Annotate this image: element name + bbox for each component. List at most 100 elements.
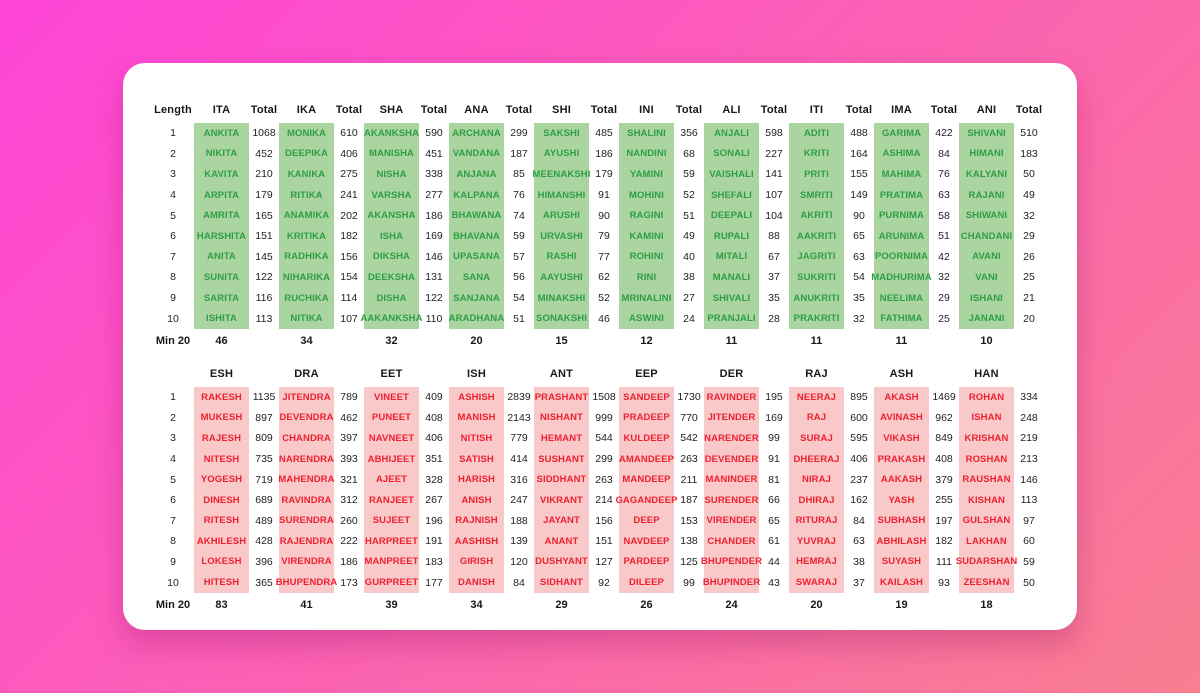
total-cell: 2143	[507, 411, 531, 424]
total-cell: 114	[340, 292, 358, 305]
total-cell: 58	[938, 209, 950, 222]
total-cell: 334	[1020, 391, 1038, 404]
total-cell: 131	[425, 271, 443, 284]
name-cell: ANANT	[534, 531, 589, 552]
total-cell: 255	[935, 494, 953, 507]
name-cell: RINI	[619, 267, 674, 288]
total-cell: 195	[765, 391, 783, 404]
total-cell: 63	[938, 189, 950, 202]
total-cell: 214	[595, 494, 613, 507]
row-number: 9	[170, 555, 176, 568]
total-cell: 91	[768, 453, 780, 466]
name-cell: ROSHAN	[959, 448, 1014, 470]
name-cell: PRITI	[789, 164, 844, 185]
total-cell: 44	[768, 555, 780, 568]
row-number: 3	[170, 432, 176, 445]
total-cell: 610	[340, 127, 358, 140]
min-20-value: 83	[215, 598, 228, 611]
name-cell: AVANI	[959, 246, 1014, 268]
total-cell: 65	[853, 230, 865, 243]
total-cell: 88	[768, 230, 780, 243]
total-cell: 76	[938, 168, 950, 181]
name-cell: GARIMA	[874, 123, 929, 144]
total-cell: 321	[340, 473, 358, 486]
name-cell: VIRENDER	[704, 510, 759, 532]
total-cell: 485	[595, 127, 613, 140]
min-20-value: 18	[980, 598, 993, 611]
name-cell: NITESH	[194, 448, 249, 470]
name-cell: MRINALINI	[619, 287, 674, 309]
column-header-suffix: EET	[380, 367, 403, 380]
name-cell: AAKASH	[874, 469, 929, 490]
name-cell: KALPANA	[449, 184, 504, 206]
name-cell: KAILASH	[874, 572, 929, 593]
name-cell: KRISHAN	[959, 428, 1014, 449]
total-cell: 1068	[252, 127, 276, 140]
total-cell: 21	[1023, 292, 1035, 305]
total-cell: 51	[683, 209, 695, 222]
name-cell: DHEERAJ	[789, 448, 844, 470]
total-cell: 29	[1023, 230, 1035, 243]
column-header-total: Total	[590, 104, 618, 116]
name-cell: LOKESH	[194, 551, 249, 573]
name-cell: NIKITA	[194, 143, 249, 165]
column-header-total: Total	[760, 104, 788, 116]
column-header-suffix: ITI	[809, 104, 824, 116]
column-header-suffix: ITA	[212, 104, 231, 116]
name-cell: MONIKA	[279, 123, 334, 144]
total-cell: 59	[513, 230, 525, 243]
row-number: 5	[170, 209, 176, 222]
total-cell: 213	[1020, 453, 1038, 466]
name-cell: KISHAN	[959, 489, 1014, 511]
total-cell: 46	[598, 312, 610, 325]
name-cell: MINAKSHI	[534, 287, 589, 309]
total-cell: 104	[765, 209, 783, 222]
name-cell: ARPITA	[194, 184, 249, 206]
name-cell: AAYUSHI	[534, 267, 589, 288]
name-cell: AASHISH	[449, 531, 504, 552]
min-20-value: 12	[640, 334, 653, 347]
column-header-suffix: EEP	[635, 367, 658, 380]
total-cell: 156	[595, 514, 613, 527]
min-20-value: 20	[810, 598, 823, 611]
total-cell: 63	[853, 535, 865, 548]
name-cell: SUDARSHAN	[956, 551, 1017, 573]
name-cell: DEVENDRA	[279, 407, 334, 429]
name-cell: NARENDER	[704, 428, 759, 449]
name-cell: KRITI	[789, 143, 844, 165]
total-cell: 191	[425, 535, 443, 548]
name-cell: YAMINI	[619, 164, 674, 185]
column-header-total	[504, 361, 534, 387]
total-cell: 141	[765, 168, 783, 181]
column-header-suffix: IKA	[296, 104, 317, 116]
total-cell: 237	[850, 473, 868, 486]
column-header-suffix: IMA	[891, 104, 912, 116]
min-20-value: 10	[980, 334, 993, 347]
total-cell: 544	[595, 432, 613, 445]
total-cell: 179	[255, 189, 273, 202]
total-cell: 186	[595, 147, 613, 160]
name-cell: VIKASH	[874, 428, 929, 449]
name-cell: KAMINI	[619, 225, 674, 247]
total-cell: 211	[680, 473, 698, 486]
min-20-value: 11	[725, 334, 738, 347]
total-cell: 91	[598, 189, 610, 202]
total-cell: 43	[768, 576, 780, 589]
total-cell: 219	[1020, 432, 1038, 445]
total-cell: 107	[765, 189, 783, 202]
total-cell: 202	[340, 209, 358, 222]
total-cell: 122	[255, 271, 273, 284]
total-cell: 849	[935, 432, 953, 445]
total-cell: 542	[680, 432, 698, 445]
name-cell: AKANKSHA	[364, 123, 419, 144]
name-cell: AKRITI	[789, 205, 844, 226]
name-cell: MADHURIMA	[871, 267, 932, 288]
spacer-cell	[1014, 329, 1044, 353]
name-cell: NITIKA	[279, 308, 334, 329]
name-cell: HARSHITA	[194, 225, 249, 247]
total-cell: 79	[598, 230, 610, 243]
name-cell: ARUNIMA	[874, 225, 929, 247]
column-header-suffix: HAN	[974, 367, 999, 380]
total-cell: 488	[850, 127, 868, 140]
name-cell: URVASHI	[534, 225, 589, 247]
